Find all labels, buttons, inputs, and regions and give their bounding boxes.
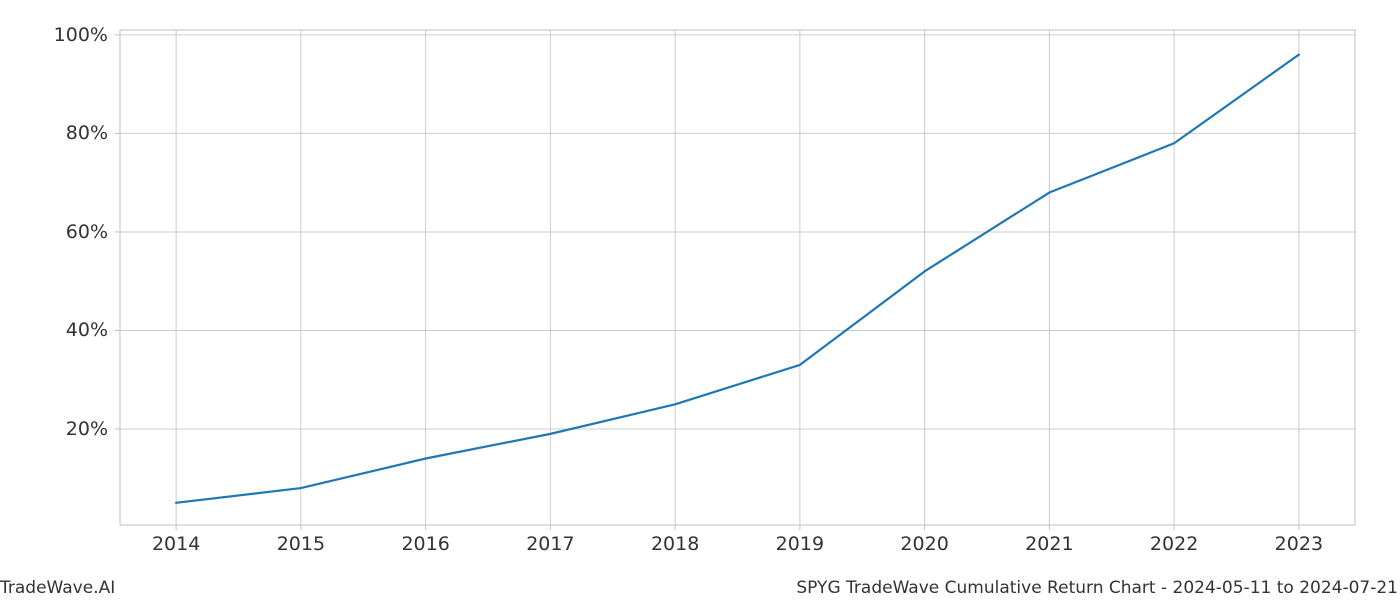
footer-left-brand: TradeWave.AI <box>0 578 115 598</box>
x-tick-label: 2015 <box>277 533 325 555</box>
x-tick-label: 2016 <box>401 533 449 555</box>
x-tick-label: 2018 <box>651 533 699 555</box>
x-tick-label: 2021 <box>1025 533 1073 555</box>
x-tick-label: 2022 <box>1150 533 1198 555</box>
x-tick-label: 2017 <box>526 533 574 555</box>
y-tick-label: 40% <box>66 319 108 341</box>
y-tick-label: 20% <box>66 418 108 440</box>
footer-right-caption: SPYG TradeWave Cumulative Return Chart -… <box>796 578 1398 598</box>
x-tick-label: 2019 <box>776 533 824 555</box>
x-tick-label: 2020 <box>900 533 948 555</box>
line-chart <box>0 0 1400 600</box>
y-tick-label: 60% <box>66 221 108 243</box>
chart-container: { "chart": { "type": "line", "canvas": {… <box>0 0 1400 600</box>
x-tick-label: 2023 <box>1275 533 1323 555</box>
x-tick-label: 2014 <box>152 533 200 555</box>
y-tick-label: 80% <box>66 122 108 144</box>
y-tick-label: 100% <box>54 24 108 46</box>
